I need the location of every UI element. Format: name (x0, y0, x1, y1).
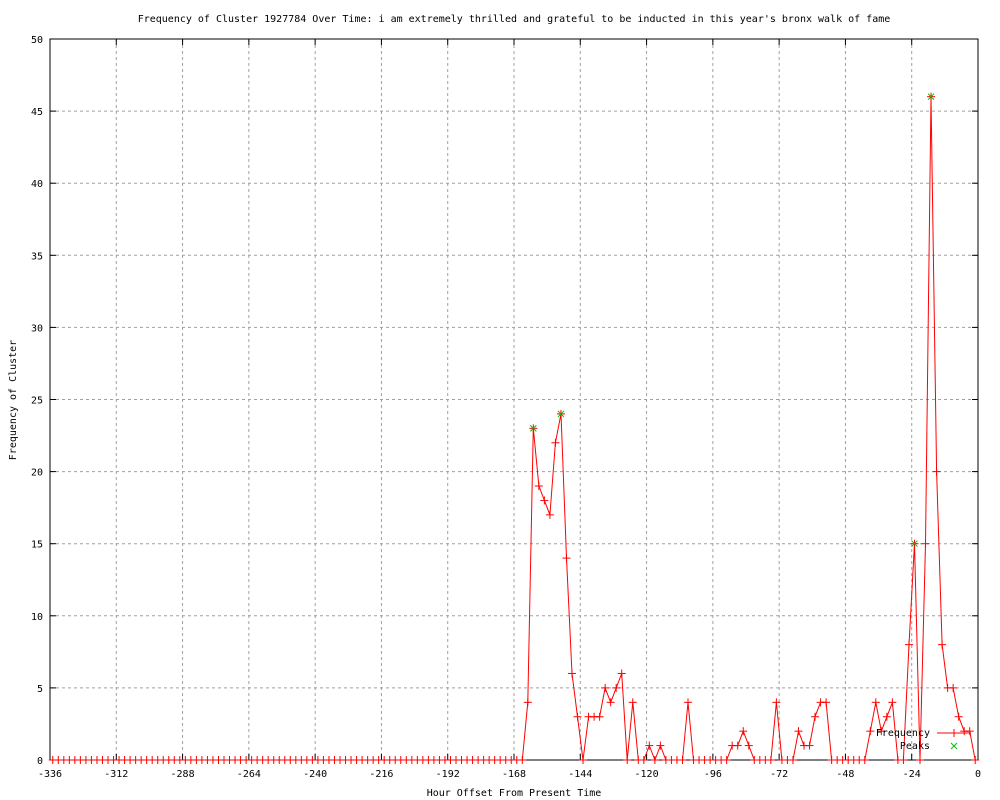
y-tick-label: 50 (31, 35, 43, 46)
cross-marker-b (557, 410, 565, 418)
x-tick-label: -264 (237, 769, 261, 780)
frequency-point (551, 438, 560, 447)
frequency-point (722, 756, 731, 764)
frequency-point (744, 741, 753, 750)
frequency-point (965, 727, 974, 736)
x-tick-label: -336 (38, 769, 62, 780)
frequency-point (595, 712, 604, 721)
frequency-point (540, 496, 549, 505)
legend-peaks-marker (950, 742, 958, 750)
x-tick-label: -24 (903, 769, 921, 780)
y-tick-label: 20 (31, 468, 43, 479)
frequency-point (573, 712, 582, 721)
frequency-point (899, 756, 908, 764)
peak-point (529, 424, 537, 432)
frequency-point (938, 640, 947, 649)
peak-point (927, 93, 935, 101)
frequency-point (871, 698, 880, 707)
x-tick-label: -168 (502, 769, 526, 780)
y-tick-label: 45 (31, 107, 43, 118)
y-axis-label: Frequency of Cluster (8, 340, 19, 460)
y-tick-label: 15 (31, 540, 43, 551)
y-tick-label: 35 (31, 251, 43, 262)
frequency-point (534, 482, 543, 491)
frequency-point (639, 756, 648, 764)
y-tick-label: 0 (37, 756, 43, 767)
frequency-point (579, 756, 588, 764)
frequency-point (882, 712, 891, 721)
x-tick-label: -216 (369, 769, 393, 780)
frequency-point (822, 698, 831, 707)
y-tick-label: 5 (37, 684, 43, 695)
frequency-point (628, 698, 637, 707)
legend-label-frequency: Frequency (876, 728, 930, 739)
frequency-point (788, 756, 797, 764)
frequency-point (954, 712, 963, 721)
x-tick-label: -144 (568, 769, 592, 780)
y-tick-label: 25 (31, 396, 43, 407)
frequency-point (650, 756, 659, 764)
peak-point (911, 540, 918, 548)
frequency-point (606, 698, 615, 707)
frequency-point (811, 712, 820, 721)
frequency-point (617, 669, 626, 678)
frequency-point (805, 741, 814, 750)
frequency-point (645, 741, 654, 750)
frequency-point (678, 756, 687, 764)
frequency-point (656, 741, 665, 750)
frequency-point (772, 698, 781, 707)
cross-marker-b (529, 424, 537, 432)
frequency-point (877, 727, 886, 736)
frequency-point (766, 756, 775, 764)
y-tick-label: 10 (31, 612, 43, 623)
x-tick-label: -288 (171, 769, 195, 780)
x-tick-label: 0 (975, 769, 981, 780)
peak-point (557, 410, 565, 418)
frequency-point (971, 756, 980, 764)
frequency-point (545, 510, 554, 519)
frequency-point (921, 539, 930, 548)
cross-marker-b (911, 540, 918, 548)
y-tick-label: 30 (31, 323, 43, 334)
frequency-point (623, 756, 632, 764)
frequency-point (888, 698, 897, 707)
frequency-point (601, 683, 610, 692)
frequency-point (518, 756, 527, 764)
x-tick-label: -120 (635, 769, 659, 780)
cross-marker-b (927, 93, 935, 101)
chart-title: Frequency of Cluster 1927784 Over Time: … (138, 14, 891, 25)
legend: Frequency Peaks (876, 728, 971, 752)
frequency-point (932, 467, 941, 476)
frequency-point (860, 756, 869, 764)
frequency-point (733, 741, 742, 750)
frequency-point (612, 683, 621, 692)
frequency-point (684, 698, 692, 707)
grid (50, 39, 978, 760)
frequency-point (562, 554, 571, 563)
x-tick-label: -312 (104, 769, 128, 780)
frequency-point (904, 640, 913, 649)
frequency-point (739, 727, 748, 736)
frequency-point (916, 756, 924, 764)
frequency-point (794, 727, 803, 736)
y-tick-label: 40 (31, 179, 43, 190)
x-tick-label: -48 (836, 769, 854, 780)
x-axis-label: Hour Offset From Present Time (427, 788, 602, 799)
series-layer (48, 92, 980, 764)
frequency-point (949, 683, 958, 692)
x-tick-label: -240 (303, 769, 327, 780)
frequency-point (523, 698, 532, 707)
x-tick-label: -192 (436, 769, 460, 780)
frequency-point (866, 727, 875, 736)
x-tick-label: -72 (770, 769, 788, 780)
legend-label-peaks: Peaks (900, 741, 930, 752)
x-tick-label: -96 (704, 769, 722, 780)
frequency-point (568, 669, 576, 678)
